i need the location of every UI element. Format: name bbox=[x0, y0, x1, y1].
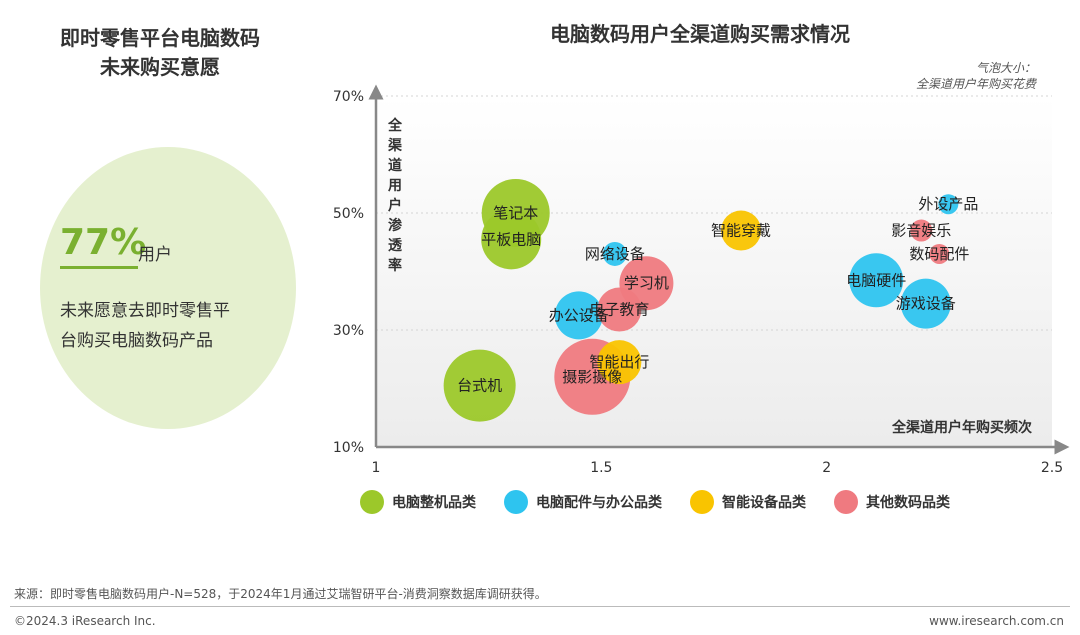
bubble-label: 影音娱乐 bbox=[891, 222, 951, 240]
percent-underline bbox=[60, 266, 138, 269]
legend-swatch bbox=[690, 490, 714, 514]
bubble bbox=[597, 287, 642, 332]
legend-label: 其他数码品类 bbox=[866, 495, 950, 511]
bubble bbox=[481, 209, 542, 270]
legend-item-smart-devices: 智能设备品类 bbox=[690, 490, 806, 514]
bubble-label: 电脑硬件 bbox=[846, 271, 906, 289]
bubble bbox=[910, 219, 933, 242]
legend: 电脑整机品类 电脑配件与办公品类 智能设备品类 其他数码品类 bbox=[360, 490, 950, 514]
bubble-label: 外设产品 bbox=[918, 195, 978, 213]
bubble-label: 平板电脑 bbox=[481, 230, 541, 248]
purchase-intent-description: 未来愿意去即时零售平 台购买电脑数码产品 bbox=[60, 301, 230, 351]
bubble-label: 网络设备 bbox=[585, 245, 645, 263]
legend-item-computers: 电脑整机品类 bbox=[360, 490, 476, 514]
legend-label: 电脑配件与办公品类 bbox=[536, 495, 662, 511]
bubble-label: 数码配件 bbox=[909, 245, 969, 263]
purchase-intent-percent: 77% bbox=[60, 222, 147, 263]
x-axis-label: 全渠道用户年购买频次 bbox=[891, 419, 1032, 436]
legend-label: 智能设备品类 bbox=[722, 495, 806, 511]
bubble-label: 摄影摄像 bbox=[562, 368, 622, 386]
bubble-label: 笔记本 bbox=[493, 204, 538, 222]
bubble bbox=[929, 243, 950, 264]
bubble-label: 智能穿戴 bbox=[711, 222, 771, 240]
y-axis-label-char: 渗 bbox=[388, 217, 403, 234]
chart-title: 电脑数码用户全渠道购买需求情况 bbox=[550, 22, 850, 46]
y-axis-label-char: 道 bbox=[388, 157, 402, 174]
bubble-label: 台式机 bbox=[457, 377, 502, 395]
bubble bbox=[938, 194, 959, 215]
x-tick-label: 2.5 bbox=[1041, 460, 1063, 476]
x-tick-label: 1 bbox=[372, 460, 381, 476]
source-note: 来源：即时零售电脑数码用户-N=528，于2024年1月通过艾瑞智研平台-消费洞… bbox=[14, 587, 547, 601]
bubble-label: 办公设备 bbox=[549, 306, 609, 324]
legend-label: 电脑整机品类 bbox=[392, 495, 476, 511]
bubble-size-note: 气泡大小： 全渠道用户年购买花费 bbox=[915, 61, 1036, 91]
bubble-label: 学习机 bbox=[624, 274, 669, 292]
bubble bbox=[602, 241, 627, 266]
bubble-label: 电子教育 bbox=[589, 301, 649, 319]
x-tick-label: 2 bbox=[822, 460, 831, 476]
x-tick-label: 1.5 bbox=[590, 460, 612, 476]
bubble-label: 智能出行 bbox=[589, 353, 649, 371]
y-axis-label-char: 渠 bbox=[387, 137, 403, 154]
copyright: ©2024.3 iResearch Inc. bbox=[14, 614, 156, 628]
legend-item-accessories: 电脑配件与办公品类 bbox=[504, 490, 662, 514]
y-axis-label-char: 率 bbox=[388, 257, 402, 274]
y-axis-label-char: 透 bbox=[388, 238, 403, 254]
y-tick-label: 10% bbox=[333, 440, 364, 456]
bubble bbox=[849, 253, 904, 308]
bubble bbox=[900, 278, 951, 329]
bubble bbox=[721, 210, 762, 251]
bubble bbox=[443, 349, 516, 422]
axis-ticks: 10% 30% 50% 70% 1 1.5 2 2.5 bbox=[333, 89, 1063, 476]
website: www.iresearch.com.cn bbox=[929, 614, 1064, 628]
y-axis-label-char: 用 bbox=[388, 178, 402, 194]
highlight-circle bbox=[40, 147, 296, 429]
bubble-label: 游戏设备 bbox=[896, 295, 956, 313]
legend-swatch bbox=[504, 490, 528, 514]
percent-unit: 用户 bbox=[138, 245, 172, 265]
legend-item-other-digital: 其他数码品类 bbox=[834, 490, 950, 514]
y-tick-label: 70% bbox=[333, 89, 364, 105]
y-tick-label: 50% bbox=[333, 206, 364, 222]
y-axis-label-char: 全 bbox=[387, 117, 403, 134]
bubble bbox=[597, 340, 642, 385]
bubble bbox=[554, 291, 603, 340]
left-panel-title: 即时零售平台电脑数码 未来购买意愿 bbox=[60, 26, 260, 79]
footer-divider bbox=[10, 606, 1070, 607]
legend-swatch bbox=[834, 490, 858, 514]
bubbles bbox=[443, 179, 959, 422]
y-tick-label: 30% bbox=[333, 323, 364, 339]
legend-swatch bbox=[360, 490, 384, 514]
y-axis-label-char: 户 bbox=[388, 197, 402, 214]
